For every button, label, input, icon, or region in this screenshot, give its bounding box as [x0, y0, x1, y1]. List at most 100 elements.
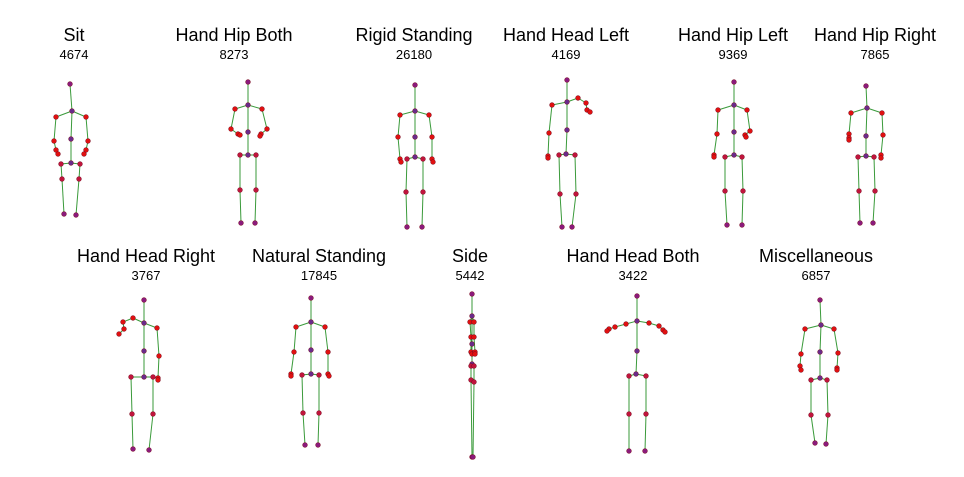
joint-marker — [316, 410, 322, 416]
joint-marker — [634, 293, 640, 299]
bone-segment — [254, 189, 257, 224]
joint-marker — [545, 155, 551, 161]
joint-marker — [557, 191, 563, 197]
pose-count-label: 4674 — [60, 47, 89, 62]
bone-segment — [571, 193, 577, 228]
joint-marker — [643, 411, 649, 417]
bone-segment — [157, 355, 160, 379]
joint-marker — [863, 83, 869, 89]
pose-panel: Hand Head Right 3767 — [77, 246, 215, 453]
bone-segment — [865, 107, 868, 137]
joint-marker — [559, 224, 565, 230]
pose-panel: Side 5442 — [452, 246, 488, 460]
joint-marker — [471, 363, 477, 369]
joint-marker — [817, 349, 823, 355]
joint-marker — [575, 95, 581, 101]
joint-marker — [825, 412, 831, 418]
pose-count-label: 4169 — [552, 47, 581, 62]
joint-marker — [398, 159, 404, 165]
joint-marker — [237, 132, 243, 138]
pose-count-label: 9369 — [719, 47, 748, 62]
pose-panel: Hand Head Both 3422 — [566, 246, 700, 454]
joint-marker — [642, 448, 648, 454]
joint-marker — [564, 77, 570, 83]
joint-marker — [564, 99, 570, 105]
skeleton — [395, 82, 436, 230]
bone-segment — [880, 134, 884, 156]
bone-segment — [833, 328, 839, 354]
bone-segment — [881, 112, 884, 136]
joint-marker — [731, 129, 737, 135]
joint-marker — [472, 351, 478, 357]
joint-marker — [73, 212, 79, 218]
joint-marker — [397, 112, 403, 118]
pose-count-label: 3422 — [619, 268, 648, 283]
joint-marker — [308, 295, 314, 301]
joint-marker — [643, 373, 649, 379]
joint-marker — [156, 353, 162, 359]
joint-marker — [798, 367, 804, 373]
joint-marker — [232, 106, 238, 112]
pose-panel: Hand Hip Right 7865 — [814, 25, 936, 226]
pose-panel: Miscellaneous 6857 — [759, 246, 873, 447]
pose-count-label: 26180 — [396, 47, 432, 62]
skeleton — [604, 293, 668, 454]
joint-marker — [744, 107, 750, 113]
joint-marker — [662, 329, 668, 335]
pose-count-label: 8273 — [220, 47, 249, 62]
joint-marker — [325, 349, 331, 355]
bone-segment — [644, 413, 647, 452]
joint-marker — [656, 323, 662, 329]
joint-marker — [81, 151, 87, 157]
pose-name-label: Side — [452, 246, 488, 266]
bone-segment — [148, 413, 154, 451]
bone-segment — [559, 193, 563, 228]
joint-marker — [288, 373, 294, 379]
joint-marker — [245, 152, 251, 158]
joint-marker — [130, 315, 136, 321]
joint-marker — [291, 349, 297, 355]
joint-marker — [59, 176, 65, 182]
joint-marker — [308, 319, 314, 325]
pose-count-label: 17845 — [301, 268, 337, 283]
bone-segment — [713, 133, 718, 156]
bone-segment — [428, 114, 433, 138]
joint-marker — [69, 108, 75, 114]
joint-marker — [739, 222, 745, 228]
pose-count-label: 3767 — [132, 268, 161, 283]
joint-marker — [879, 110, 885, 116]
skeleton — [116, 297, 162, 453]
joint-marker — [420, 189, 426, 195]
bone-segment — [558, 154, 561, 195]
joint-marker — [722, 188, 728, 194]
joint-marker — [818, 322, 824, 328]
joint-marker — [724, 222, 730, 228]
bone-segment — [825, 414, 829, 445]
joint-marker — [395, 134, 401, 140]
joint-marker — [824, 377, 830, 383]
joint-marker — [130, 446, 136, 452]
pose-name-label: Rigid Standing — [355, 25, 472, 45]
bone-segment — [397, 136, 401, 160]
bone-segment — [872, 190, 876, 224]
joint-marker — [870, 220, 876, 226]
bone-segment — [317, 412, 320, 446]
joint-marker — [471, 334, 477, 340]
joint-marker — [626, 448, 632, 454]
joint-marker — [573, 191, 579, 197]
joint-marker — [85, 138, 91, 144]
joint-marker — [731, 102, 737, 108]
joint-marker — [116, 331, 122, 337]
joint-marker — [264, 126, 270, 132]
joint-marker — [430, 159, 436, 165]
joint-marker — [429, 134, 435, 140]
joint-marker — [412, 134, 418, 140]
pose-name-label: Hand Hip Right — [814, 25, 936, 45]
joint-marker — [863, 133, 869, 139]
joint-marker — [747, 128, 753, 134]
joint-marker — [623, 321, 629, 327]
joint-marker — [412, 154, 418, 160]
joint-marker — [150, 374, 156, 380]
pose-panel: Hand Hip Left 9369 — [678, 25, 788, 228]
joint-marker — [426, 112, 432, 118]
